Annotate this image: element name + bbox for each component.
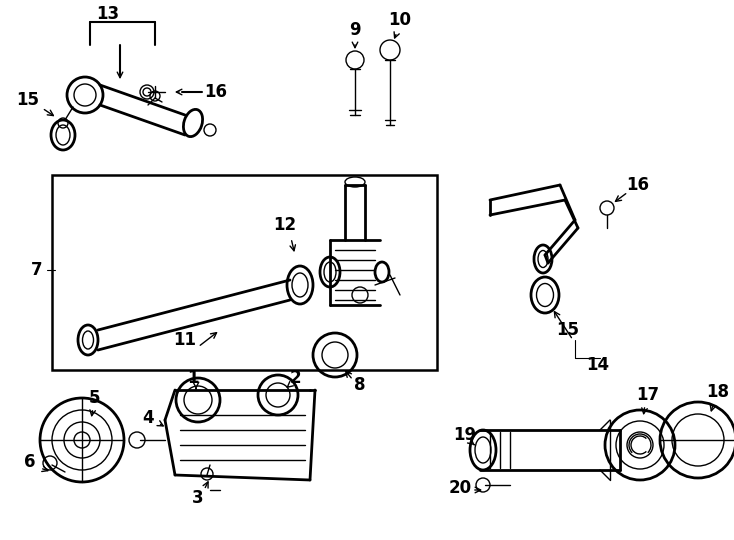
- Text: 14: 14: [586, 356, 609, 374]
- Text: 5: 5: [90, 389, 101, 407]
- Text: 19: 19: [454, 426, 476, 444]
- Text: 15: 15: [16, 91, 40, 109]
- Bar: [52, 175, 437, 370]
- Text: 6: 6: [24, 453, 36, 471]
- Text: 13: 13: [96, 5, 120, 23]
- Text: 11: 11: [173, 331, 197, 349]
- Text: 2: 2: [289, 369, 301, 387]
- Text: 3: 3: [192, 489, 204, 507]
- Text: 16: 16: [205, 83, 228, 101]
- Text: 20: 20: [448, 479, 471, 497]
- Text: 12: 12: [274, 216, 297, 234]
- Text: 15: 15: [556, 321, 580, 339]
- Text: 18: 18: [707, 383, 730, 401]
- Text: 10: 10: [388, 11, 412, 29]
- Text: 4: 4: [142, 409, 154, 427]
- Text: 9: 9: [349, 21, 361, 39]
- Text: 8: 8: [355, 376, 366, 394]
- Text: 7: 7: [31, 261, 43, 279]
- Text: 16: 16: [627, 176, 650, 194]
- Text: 1: 1: [187, 369, 199, 387]
- Text: 17: 17: [636, 386, 660, 404]
